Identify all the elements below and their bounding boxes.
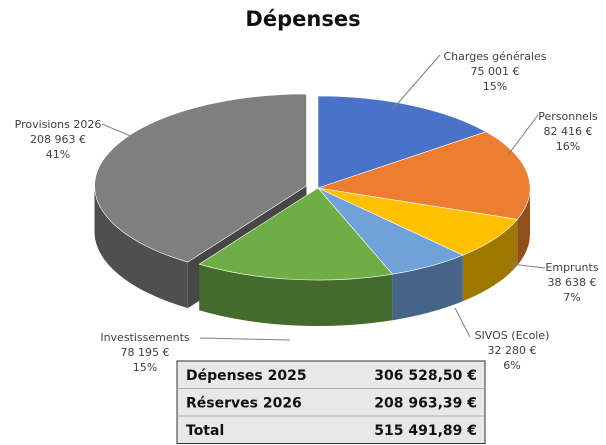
leader-line — [101, 123, 141, 141]
chart-title: Dépenses — [245, 7, 360, 31]
value-label: 78 195 € — [121, 346, 170, 359]
slice — [317, 95, 487, 189]
slice-label: Personnels — [538, 110, 598, 123]
slice-label: Provisions 2026 — [15, 118, 102, 131]
percent-label: 41% — [46, 148, 70, 161]
table-cell: Total — [186, 423, 224, 439]
table-cell: 515 491,89 € — [374, 423, 477, 439]
slice-label: Emprunts — [545, 261, 598, 274]
slice — [198, 187, 393, 281]
slice-label: Charges générales — [443, 50, 546, 63]
leader-line — [199, 337, 291, 341]
value-label: 82 416 € — [544, 125, 593, 138]
leader-line — [507, 114, 539, 156]
slice-side — [392, 255, 463, 321]
table-cell: 306 528,50 € — [374, 368, 477, 384]
value-label: 75 001 € — [471, 65, 520, 78]
leader-line — [454, 307, 471, 338]
table-cell: Réserves 2026 — [186, 395, 302, 411]
percent-label: 15% — [133, 361, 157, 374]
slice-side — [517, 188, 530, 266]
slice-side — [462, 219, 518, 302]
slice — [317, 131, 531, 220]
percent-label: 16% — [556, 140, 580, 153]
percent-label: 6% — [503, 359, 520, 372]
value-label: 208 963 € — [30, 133, 86, 146]
leader-line — [391, 54, 441, 111]
slice-label: SIVOS (Ecole) — [475, 329, 550, 342]
table-cell: Dépenses 2025 — [186, 368, 307, 384]
summary-table — [176, 360, 486, 444]
slice-label: Investissements — [100, 331, 190, 344]
value-label: 38 638 € — [548, 276, 597, 289]
value-label: 32 280 € — [488, 344, 537, 357]
percent-label: 7% — [563, 291, 580, 304]
percent-label: 15% — [483, 80, 507, 93]
leader-line — [509, 263, 546, 269]
table-cell: 208 963,39 € — [374, 395, 477, 411]
slice — [94, 93, 307, 263]
slice-side — [94, 185, 188, 309]
slice — [317, 187, 518, 256]
